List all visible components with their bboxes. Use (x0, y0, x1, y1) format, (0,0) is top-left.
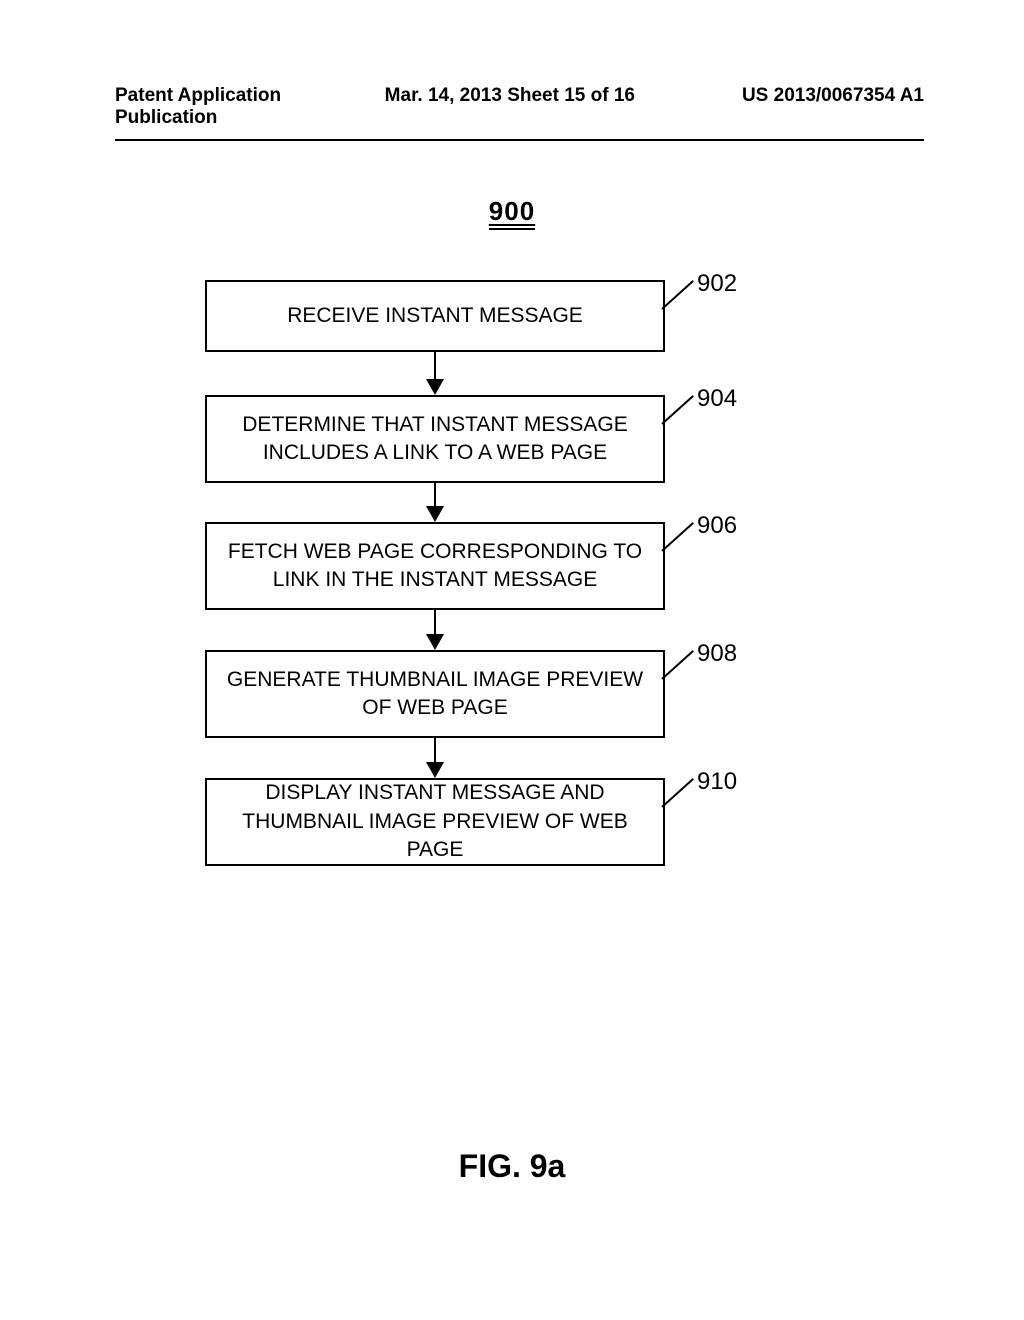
tick-line-908 (661, 650, 694, 680)
arrow-line-908-910 (434, 738, 436, 764)
tick-line-902 (661, 280, 694, 310)
arrow-head-904-906 (426, 506, 444, 522)
flow-label-904: 904 (697, 385, 737, 413)
arrow-head-902-904 (426, 379, 444, 395)
figure-caption: FIG. 9a (0, 1148, 1024, 1185)
flow-box-902: RECEIVE INSTANT MESSAGE (205, 280, 665, 352)
arrow-line-906-908 (434, 610, 436, 636)
header-divider (115, 139, 924, 141)
arrow-line-904-906 (434, 483, 436, 508)
flow-label-902: 902 (697, 270, 737, 298)
figure-number: 900 (0, 196, 1024, 227)
tick-line-904 (661, 395, 694, 425)
tick-line-910 (661, 778, 694, 808)
arrow-head-908-910 (426, 762, 444, 778)
flow-box-910: DISPLAY INSTANT MESSAGE ANDTHUMBNAIL IMA… (205, 778, 665, 866)
flow-label-910: 910 (697, 768, 737, 796)
flow-label-908: 908 (697, 640, 737, 668)
date-sheet-info: Mar. 14, 2013 Sheet 15 of 16 (385, 85, 655, 129)
arrow-head-906-908 (426, 634, 444, 650)
arrow-line-902-904 (434, 352, 436, 381)
flow-box-904: DETERMINE THAT INSTANT MESSAGEINCLUDES A… (205, 395, 665, 483)
flow-box-908: GENERATE THUMBNAIL IMAGE PREVIEWOF WEB P… (205, 650, 665, 738)
flow-box-906: FETCH WEB PAGE CORRESPONDING TOLINK IN T… (205, 522, 665, 610)
tick-line-906 (661, 522, 694, 552)
publication-type: Patent Application Publication (115, 85, 385, 129)
flow-label-906: 906 (697, 512, 737, 540)
publication-number: US 2013/0067354 A1 (654, 85, 924, 129)
